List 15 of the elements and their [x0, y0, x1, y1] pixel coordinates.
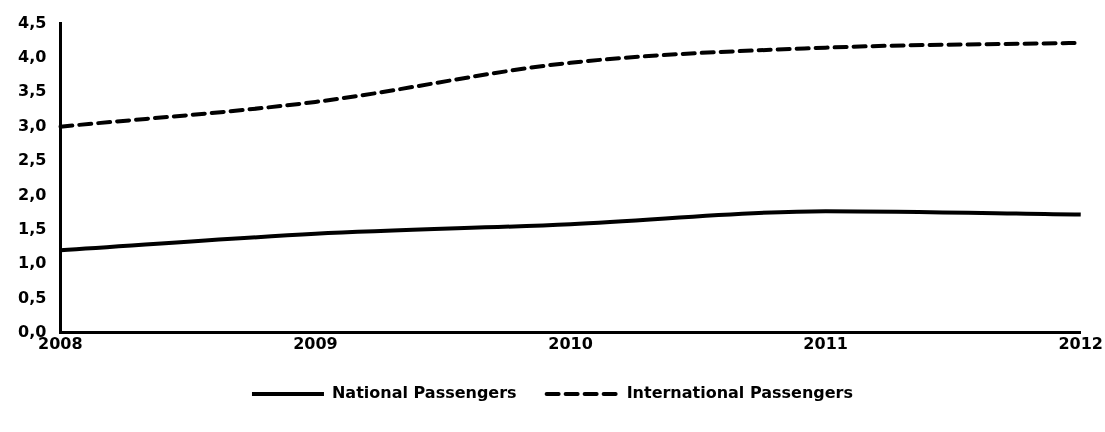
x-tick-label: 2011: [803, 333, 848, 353]
y-tick-label: 3,0: [18, 115, 47, 135]
y-tick-label: 3,5: [18, 81, 47, 101]
legend-label: International Passengers: [626, 383, 854, 403]
x-tick-label: 2012: [1058, 333, 1103, 353]
x-tick-label: 2010: [548, 333, 593, 353]
y-tick-label: 2,5: [18, 150, 47, 170]
y-tick-label: 1,0: [18, 253, 47, 273]
y-tick-label: 4,0: [18, 47, 47, 67]
legend-label: National Passengers: [331, 383, 517, 403]
y-tick-label: 1,5: [18, 218, 47, 238]
x-tick-label: 2009: [293, 333, 338, 353]
y-tick-label: 0,5: [18, 287, 47, 307]
y-tick-label: 4,5: [18, 12, 47, 32]
y-tick-label: 2,0: [18, 184, 47, 204]
